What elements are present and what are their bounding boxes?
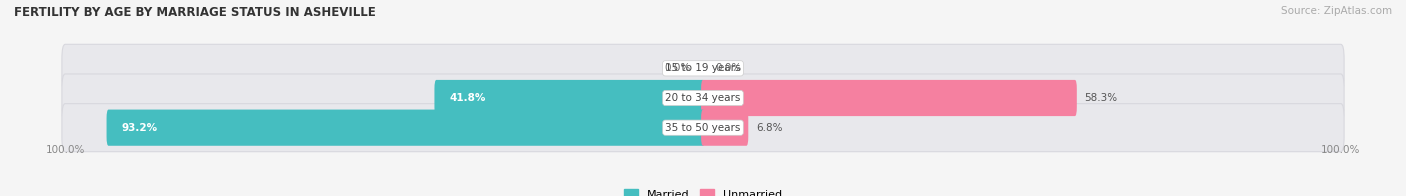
FancyBboxPatch shape	[702, 110, 748, 146]
FancyBboxPatch shape	[702, 80, 1077, 116]
FancyBboxPatch shape	[62, 104, 1344, 152]
Text: 0.0%: 0.0%	[664, 63, 690, 73]
Text: 93.2%: 93.2%	[121, 123, 157, 133]
Text: 15 to 19 years: 15 to 19 years	[665, 63, 741, 73]
Legend: Married, Unmarried: Married, Unmarried	[620, 185, 786, 196]
Text: FERTILITY BY AGE BY MARRIAGE STATUS IN ASHEVILLE: FERTILITY BY AGE BY MARRIAGE STATUS IN A…	[14, 6, 375, 19]
Text: 20 to 34 years: 20 to 34 years	[665, 93, 741, 103]
Text: 100.0%: 100.0%	[1322, 145, 1361, 155]
Text: 6.8%: 6.8%	[756, 123, 783, 133]
Text: 35 to 50 years: 35 to 50 years	[665, 123, 741, 133]
FancyBboxPatch shape	[62, 74, 1344, 122]
FancyBboxPatch shape	[62, 44, 1344, 92]
Text: 41.8%: 41.8%	[449, 93, 485, 103]
Text: 100.0%: 100.0%	[45, 145, 84, 155]
FancyBboxPatch shape	[107, 110, 704, 146]
Text: 58.3%: 58.3%	[1084, 93, 1118, 103]
Text: 0.0%: 0.0%	[716, 63, 742, 73]
FancyBboxPatch shape	[434, 80, 704, 116]
Text: Source: ZipAtlas.com: Source: ZipAtlas.com	[1281, 6, 1392, 16]
